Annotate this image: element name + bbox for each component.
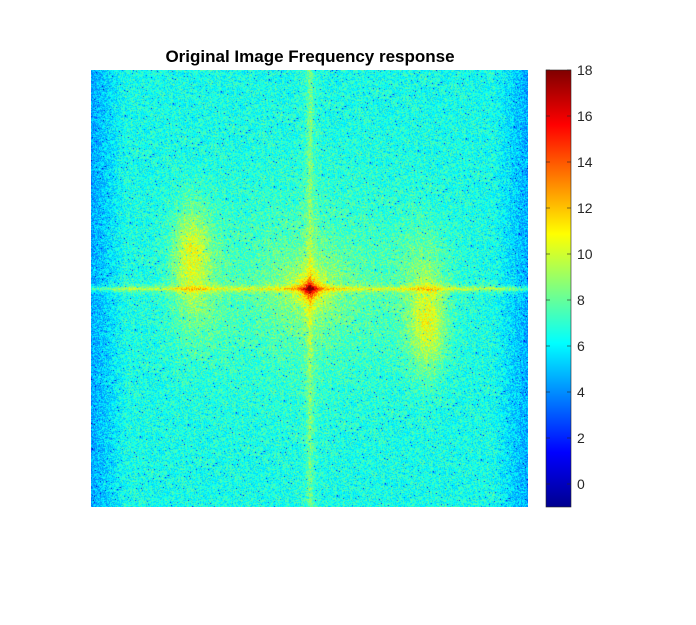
heatmap-plot-area [91,70,528,507]
colorbar-tick-label: 4 [577,384,585,400]
colorbar-tick-label: 2 [577,430,585,446]
colorbar-tick-label: 8 [577,292,585,308]
colorbar-tick-label: 10 [577,246,593,262]
chart-title: Original Image Frequency response [165,47,454,66]
frequency-heatmap [91,70,528,507]
colorbar-tick-label: 16 [577,108,593,124]
colorbar-tick-label: 6 [577,338,585,354]
colorbar-tick-label: 0 [577,476,585,492]
colorbar-tick-label: 14 [577,154,593,170]
colorbar-tick-label: 18 [577,62,593,78]
colorbar-gradient [545,69,572,508]
colorbar: 0 2 4 6 8 10 12 14 16 18 [545,62,593,508]
colorbar-ticks: 0 2 4 6 8 10 12 14 16 18 [546,62,593,492]
colorbar-tick-label: 12 [577,200,593,216]
